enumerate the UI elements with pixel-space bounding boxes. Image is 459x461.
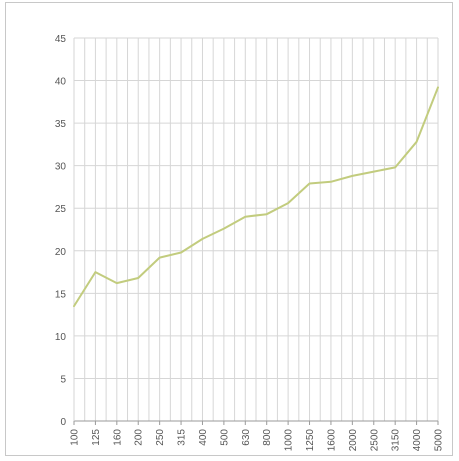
x-tick-label: 1600	[326, 429, 337, 452]
x-tick-label: 5000	[434, 429, 445, 452]
x-tick-label: 400	[198, 429, 209, 446]
y-tick-label: 20	[55, 247, 67, 258]
x-tick-label: 250	[155, 429, 166, 446]
x-axis-ticks: 100 125 160 200 250 315 400 500 630 800 1000 1250 16…	[70, 421, 445, 451]
series-line	[73, 86, 439, 308]
y-tick-label: 5	[60, 374, 66, 385]
y-tick-label: 25	[55, 204, 67, 215]
x-tick-label: 2500	[369, 429, 380, 452]
x-tick-label: 200	[134, 429, 145, 446]
x-tick-label: 315	[177, 429, 188, 446]
horizontal-gridlines	[74, 37, 438, 422]
chart-frame: 0 5 10 15 20 25 30 35 40 45 100 125 160 200 250 315 400…	[5, 2, 453, 456]
x-tick-label: 630	[241, 429, 252, 446]
x-tick-label: 100	[70, 429, 81, 446]
y-tick-label: 45	[55, 34, 67, 45]
y-tick-label: 30	[55, 162, 67, 173]
y-tick-label: 35	[55, 119, 67, 130]
y-tick-label: 10	[55, 332, 67, 343]
x-tick-label: 160	[112, 429, 123, 446]
x-tick-label: 800	[262, 429, 273, 446]
line-chart: 0 5 10 15 20 25 30 35 40 45 100 125 160 200 250 315 400…	[55, 34, 445, 451]
y-axis-ticks: 0 5 10 15 20 25 30 35 40 45	[55, 34, 67, 428]
x-tick-label: 500	[219, 429, 230, 446]
axes	[73, 38, 438, 422]
x-tick-label: 2000	[348, 429, 359, 452]
x-tick-label: 1250	[305, 429, 316, 452]
x-tick-label: 3150	[391, 429, 402, 452]
x-tick-label: 1000	[284, 429, 295, 452]
y-tick-label: 15	[55, 289, 67, 300]
y-tick-label: 40	[55, 77, 67, 88]
x-tick-label: 125	[91, 429, 102, 446]
vertical-gridlines	[73, 38, 439, 421]
x-tick-label: 4000	[412, 429, 423, 452]
series-lines	[73, 86, 439, 308]
y-tick-label: 0	[60, 417, 66, 428]
